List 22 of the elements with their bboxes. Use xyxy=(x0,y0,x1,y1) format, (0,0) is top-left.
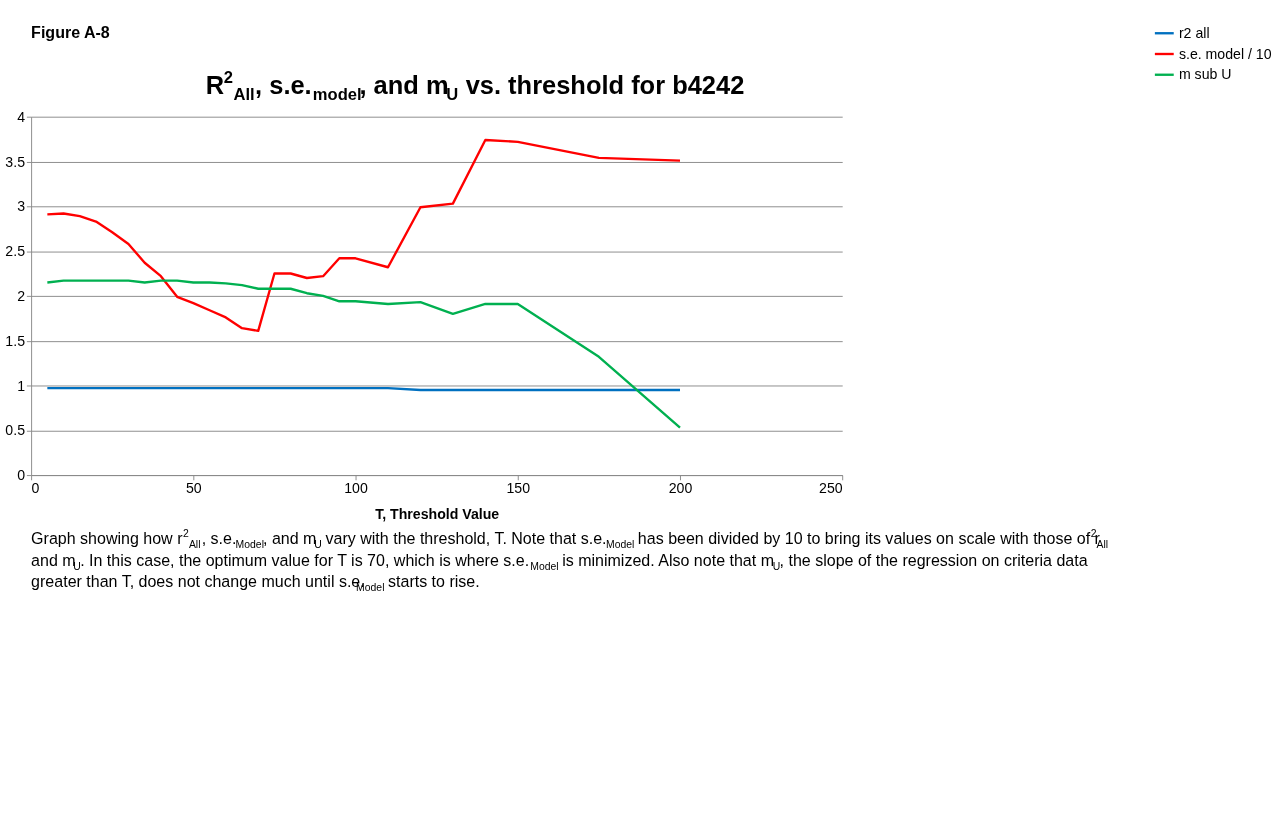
text: Figure A-8 xyxy=(31,23,110,42)
y-tick-label: 2 xyxy=(17,288,26,305)
y-tick-label: 0 xyxy=(17,467,26,484)
legend-label: m sub U xyxy=(1178,66,1232,83)
x-tick-label: 50 xyxy=(185,480,202,497)
line-series xyxy=(46,138,682,333)
x-axis-title: T, Threshold Value xyxy=(375,505,500,522)
legend-label: s.e. model / 10 xyxy=(1178,45,1272,62)
y-tick-label: 1.5 xyxy=(5,332,26,349)
legend-label: r2 all xyxy=(1178,24,1210,41)
y-tick-label: 0.5 xyxy=(5,422,26,439)
y-tick-label: 4 xyxy=(17,108,26,125)
x-tick-label: 250 xyxy=(819,480,843,497)
y-tick-label: 3.5 xyxy=(5,153,26,170)
y-tick-label: 1 xyxy=(17,377,26,394)
x-tick-label: 150 xyxy=(506,480,531,497)
y-tick-label: 3 xyxy=(17,198,26,215)
x-tick-label: 200 xyxy=(668,480,693,497)
x-tick-label: 0 xyxy=(31,480,40,497)
line-series xyxy=(46,279,682,429)
x-tick-label: 100 xyxy=(344,480,368,497)
y-tick-label: 2.5 xyxy=(5,243,26,260)
